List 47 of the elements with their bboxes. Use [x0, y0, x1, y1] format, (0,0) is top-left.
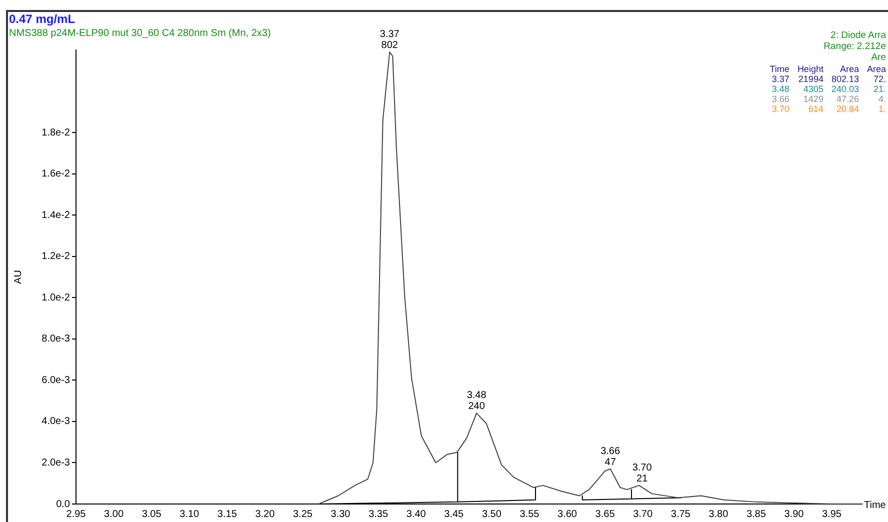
text: 3.70 614 20.84 1.	[772, 104, 886, 114]
y-tick-label: 1.6e-2	[42, 168, 70, 180]
x-tick-label: 3.80	[708, 508, 729, 520]
y-tick-label: 0.0	[56, 498, 70, 510]
annotation: Range: 2.212e	[824, 41, 886, 52]
x-tick-label: 3.40	[406, 508, 426, 520]
x-tick-label: 3.35	[368, 508, 388, 520]
text: Time Height Area Area	[770, 64, 886, 74]
annotation: 3.66 47	[600, 446, 620, 468]
y-tick-label: 2.0e-3	[42, 457, 70, 468]
chart-subtitle: NMS388 p24M-ELP90 mut 30_60 C4 280nm Sm (Mn, 2x3)	[9, 28, 271, 39]
text: 3.37 21994 802.13 72.	[772, 74, 886, 84]
x-tick-label: 3.20	[255, 508, 276, 520]
x-tick-label: 3.00	[104, 508, 124, 520]
y-tick-label: 1.0e-2	[42, 292, 70, 304]
y-axis-title: AU	[12, 270, 24, 284]
x-tick-label: 3.55	[520, 508, 540, 520]
x-tick-label: 3.60	[558, 508, 578, 520]
x-tick-label: 2.95	[66, 508, 86, 520]
y-tick-label: 6.0e-3	[42, 374, 70, 386]
x-tick-label: 3.70	[633, 508, 653, 520]
x-tick-label: 3.85	[746, 508, 766, 520]
y-tick-label: 1.8e-2	[42, 127, 70, 138]
x-tick-label: 3.50	[482, 508, 502, 520]
x-tick-label: 3.25	[292, 508, 313, 520]
x-tick-label: 3.75	[670, 508, 691, 520]
x-tick-label: 3.65	[595, 508, 616, 520]
annotation: 3.37 802	[380, 29, 400, 52]
x-axis-title: Time	[864, 500, 886, 511]
y-tick-label: 8.0e-3	[42, 334, 70, 345]
x-tick-label: 3.30	[330, 508, 351, 520]
text: 3.48 4305 240.03 21.	[772, 84, 886, 94]
annotation: 3.70 21	[632, 462, 652, 484]
text: Are	[870, 52, 886, 63]
chart-title: 0.47 mg/mL	[9, 12, 76, 26]
y-tick-label: 4.0e-3	[42, 416, 70, 428]
x-tick-label: 3.15	[217, 508, 238, 520]
text: 3.66 1429 47.26 4.	[772, 94, 886, 104]
x-tick-label: 3.90	[784, 508, 804, 520]
y-tick-label: 1.4e-2	[42, 210, 70, 221]
x-tick-label: 3.95	[822, 508, 842, 520]
x-tick-label: 3.45	[444, 508, 464, 520]
y-tick-label: 1.2e-2	[42, 251, 70, 262]
x-tick-label: 3.10	[180, 508, 200, 520]
annotation: 3.48 240	[466, 390, 487, 412]
x-tick-label: 3.05	[142, 508, 162, 520]
text: 2: Diode Arra	[830, 30, 886, 41]
